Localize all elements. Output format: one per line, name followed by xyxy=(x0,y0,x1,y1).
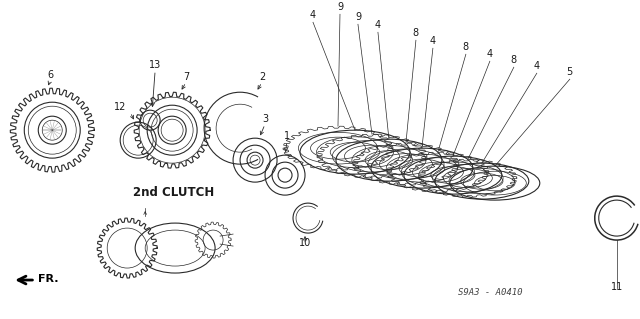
Text: 11: 11 xyxy=(611,282,623,292)
Text: 4: 4 xyxy=(534,61,540,71)
Text: 8: 8 xyxy=(511,55,517,65)
Text: 4: 4 xyxy=(430,36,436,46)
Text: 4: 4 xyxy=(375,20,381,30)
Text: 9: 9 xyxy=(337,2,343,12)
Text: FR.: FR. xyxy=(38,274,59,284)
Text: 9: 9 xyxy=(355,12,361,22)
Text: 2: 2 xyxy=(259,72,265,82)
Text: 1: 1 xyxy=(284,131,290,141)
Text: S9A3 - A0410: S9A3 - A0410 xyxy=(458,288,522,297)
Text: 6: 6 xyxy=(47,70,53,80)
Text: 7: 7 xyxy=(183,72,189,82)
Text: 8: 8 xyxy=(413,28,419,38)
Text: 4: 4 xyxy=(310,10,316,20)
Text: 13: 13 xyxy=(149,60,161,70)
Text: 10: 10 xyxy=(299,238,311,248)
Text: 8: 8 xyxy=(463,42,469,52)
Text: 2nd CLUTCH: 2nd CLUTCH xyxy=(132,186,214,199)
Text: 3: 3 xyxy=(262,114,268,124)
Text: 5: 5 xyxy=(566,67,573,77)
Text: 4: 4 xyxy=(487,49,493,59)
Text: 12: 12 xyxy=(114,102,126,112)
